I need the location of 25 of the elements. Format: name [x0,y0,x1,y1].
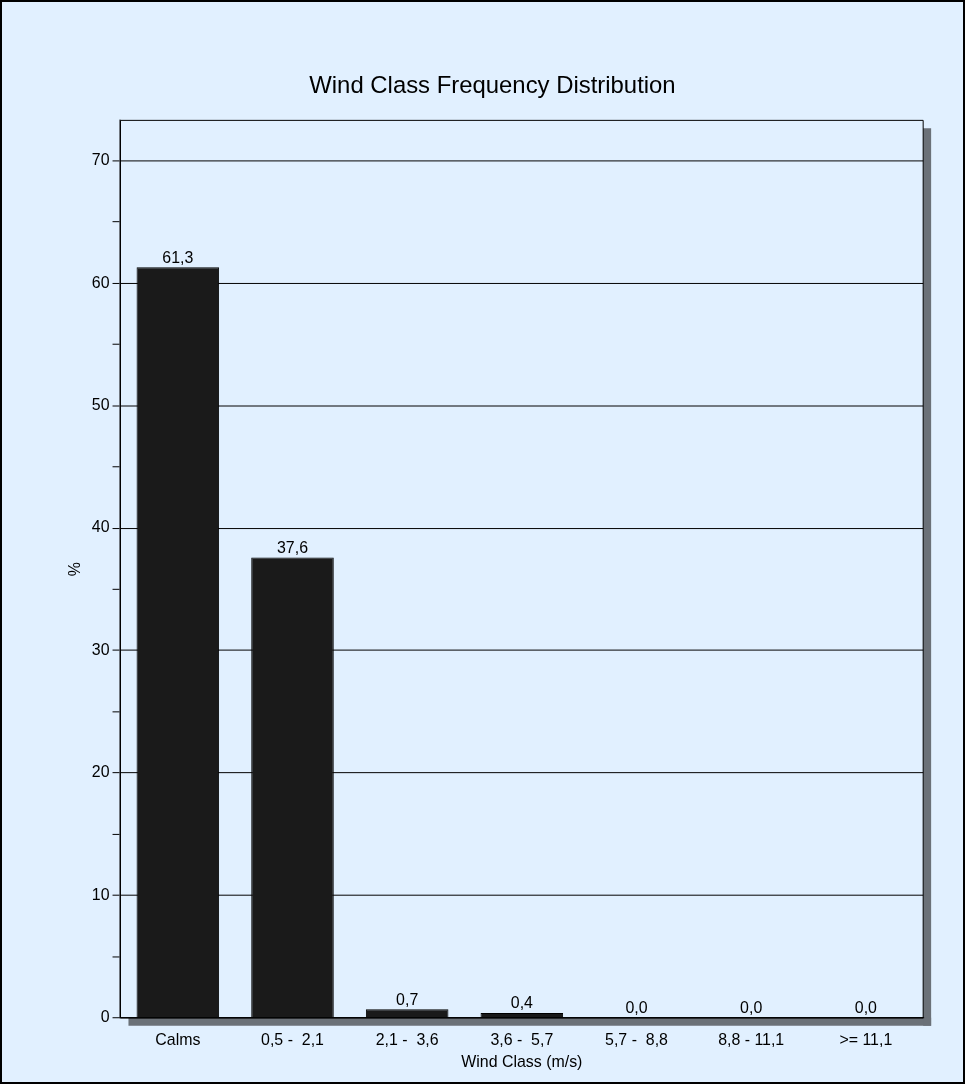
x-tick-label: Calms [155,1030,201,1048]
data-label: 0,0 [740,999,763,1017]
chart-title: Wind Class Frequency Distribution [309,70,676,98]
y-tick-label: 40 [91,518,110,536]
y-tick-label: 70 [91,151,110,169]
y-tick-label: 10 [91,885,110,903]
x-tick-label: 0,5 - 2,1 [261,1030,325,1048]
x-tick-label: 3,6 - 5,7 [490,1030,554,1048]
data-label: 37,6 [277,538,309,556]
data-label: 0,0 [625,999,648,1017]
x-tick-label: 5,7 - 8,8 [605,1030,669,1048]
x-tick-label: 2,1 - 3,6 [375,1030,439,1048]
y-tick-label: 50 [91,396,110,414]
data-label: 0,7 [396,990,419,1008]
x-axis-title: Wind Class (m/s) [461,1052,583,1070]
y-tick-label: 60 [91,273,110,291]
y-tick-label: 20 [91,763,110,781]
x-tick-label: 8,8 - 11,1 [718,1030,785,1048]
x-tick-label: >= 11,1 [839,1030,893,1048]
data-label: 61,3 [162,248,194,266]
y-tick-label: 0 [100,1008,110,1026]
y-tick-label: 30 [91,640,110,658]
data-label: 0,4 [510,994,534,1012]
data-label: 0,0 [854,999,878,1017]
y-axis-title: % [65,562,83,577]
